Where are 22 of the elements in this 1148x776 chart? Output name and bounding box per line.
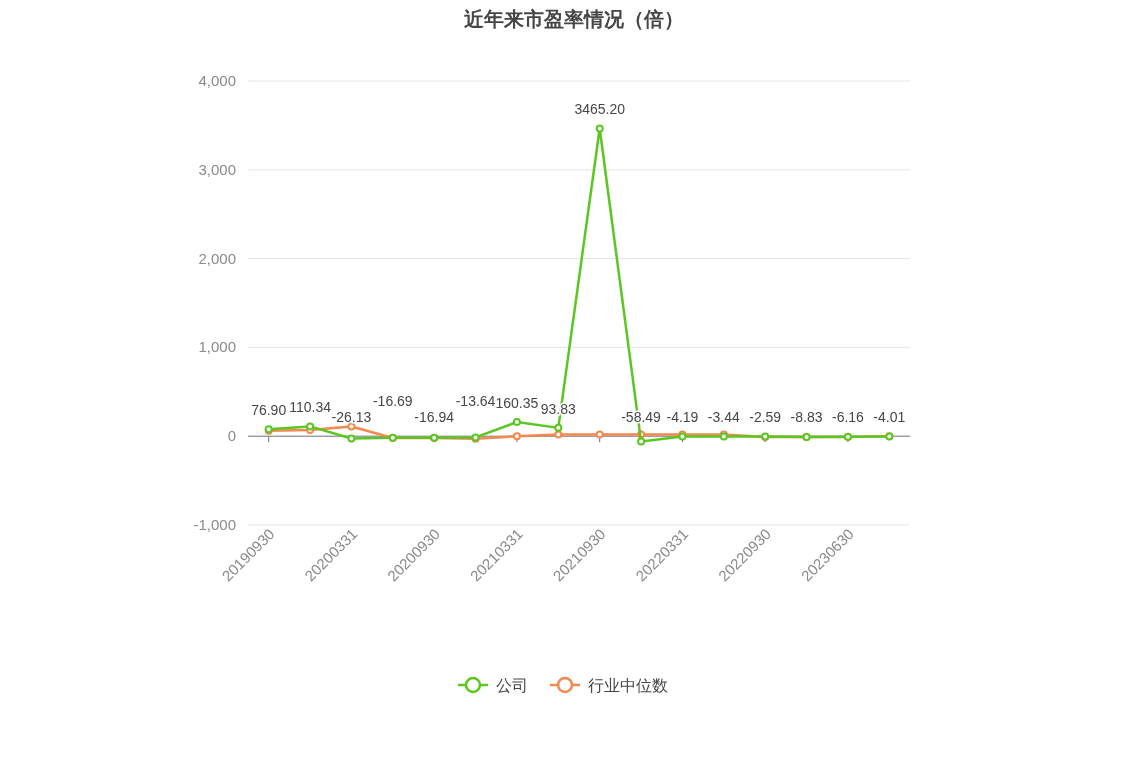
data-label: -3.44	[707, 409, 740, 426]
data-label: 160.35	[495, 394, 539, 411]
data-label: -2.59	[749, 409, 782, 426]
y-tick-label: 0	[227, 427, 236, 445]
data-label: -26.13	[331, 409, 372, 426]
y-tick-label: 3,000	[198, 160, 236, 178]
y-tick-label: 1,000	[198, 338, 236, 356]
data-label: -8.83	[790, 409, 823, 426]
data-label: 3465.20	[574, 101, 626, 118]
chart-title: 近年来市盈率情况（倍）	[463, 8, 684, 30]
data-label: -13.64	[455, 393, 496, 410]
data-label: -16.94	[414, 409, 455, 426]
data-label: -4.01	[873, 409, 906, 426]
legend-label: 行业中位数	[588, 677, 668, 694]
data-label: -16.69	[372, 393, 413, 410]
data-label: -6.16	[831, 409, 865, 426]
data-label: -4.19	[666, 409, 699, 426]
legend-label: 公司	[496, 677, 528, 694]
data-label: 110.34	[289, 399, 332, 416]
y-tick-label: 4,000	[198, 72, 236, 89]
data-label: 76.90	[251, 402, 287, 419]
y-tick-label: 2,000	[198, 249, 236, 267]
